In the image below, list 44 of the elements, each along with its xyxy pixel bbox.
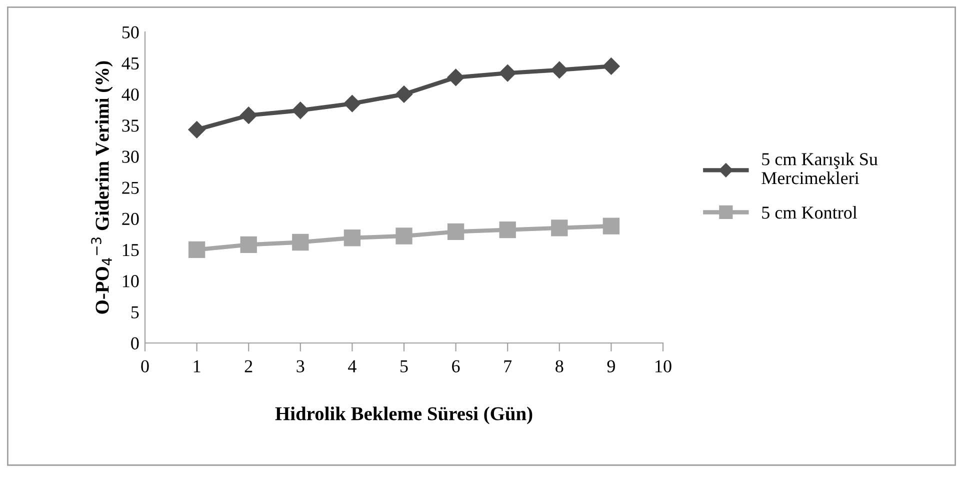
y-tick-label: 45 <box>122 57 139 70</box>
point <box>344 94 361 112</box>
point <box>240 236 257 254</box>
point <box>550 61 568 78</box>
x-tick-label: 1 <box>194 360 200 372</box>
x-tick-label: 8 <box>556 360 564 372</box>
y-tick-label: 0 <box>131 337 139 350</box>
y-tick-label: 40 <box>122 88 139 101</box>
point <box>240 106 258 124</box>
y-tick-label: 25 <box>122 182 139 194</box>
legend-label: 5 cm Karışık Su Mercimekleri <box>762 152 878 184</box>
point <box>602 218 620 234</box>
y-tick-label: 10 <box>122 275 139 288</box>
x-tick-label: 9 <box>607 360 615 372</box>
point <box>292 102 309 119</box>
point <box>551 220 568 236</box>
x-tick-label: 2 <box>244 360 252 372</box>
x-tick-label: 3 <box>296 360 304 372</box>
point <box>395 86 413 103</box>
legend-label: 5 cm Kontrol <box>762 206 858 219</box>
point <box>499 64 516 82</box>
point <box>292 234 309 251</box>
y-tick-label: 30 <box>122 150 139 163</box>
x-tick-label: 0 <box>141 360 149 372</box>
y-tick-label: 50 <box>122 26 139 38</box>
point <box>344 230 361 246</box>
point <box>447 223 464 240</box>
x-tick-label: 4 <box>348 360 356 372</box>
x-axis-title: Hidrolik Bekleme Süresi (Gün) <box>275 406 532 424</box>
point <box>447 68 464 86</box>
x-tick-label: 10 <box>656 360 672 372</box>
x-tick-label: 7 <box>504 360 512 372</box>
point <box>602 58 620 75</box>
y-tick-label: 35 <box>122 120 139 132</box>
point <box>499 221 516 238</box>
x-tick-label: 6 <box>452 360 460 372</box>
y-tick-label: 15 <box>122 244 139 256</box>
y-tick-label: 20 <box>122 212 139 226</box>
point <box>396 228 412 244</box>
y-axis-title: O-PO$_{4}$$^{−3}$ Giderim Verimi (%) <box>91 61 113 314</box>
x-tick-label: 5 <box>400 360 408 372</box>
y-tick-label: 5 <box>131 306 139 318</box>
point <box>188 241 206 258</box>
point <box>188 121 206 138</box>
